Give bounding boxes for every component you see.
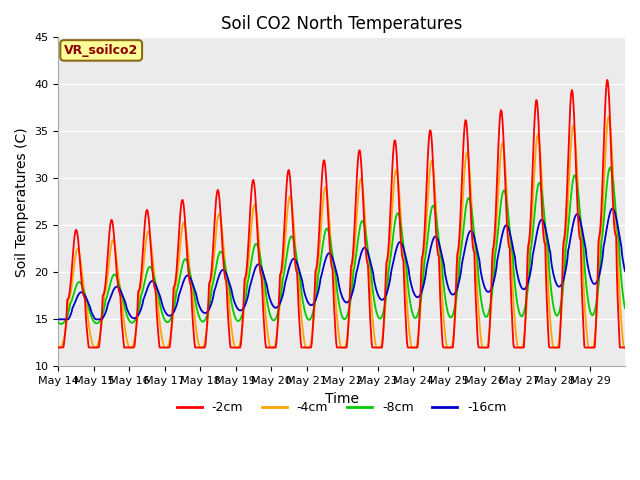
Text: VR_soilco2: VR_soilco2: [64, 44, 138, 57]
Y-axis label: Soil Temperatures (C): Soil Temperatures (C): [15, 127, 29, 276]
Legend: -2cm, -4cm, -8cm, -16cm: -2cm, -4cm, -8cm, -16cm: [172, 396, 512, 420]
Title: Soil CO2 North Temperatures: Soil CO2 North Temperatures: [221, 15, 462, 33]
X-axis label: Time: Time: [324, 392, 358, 406]
